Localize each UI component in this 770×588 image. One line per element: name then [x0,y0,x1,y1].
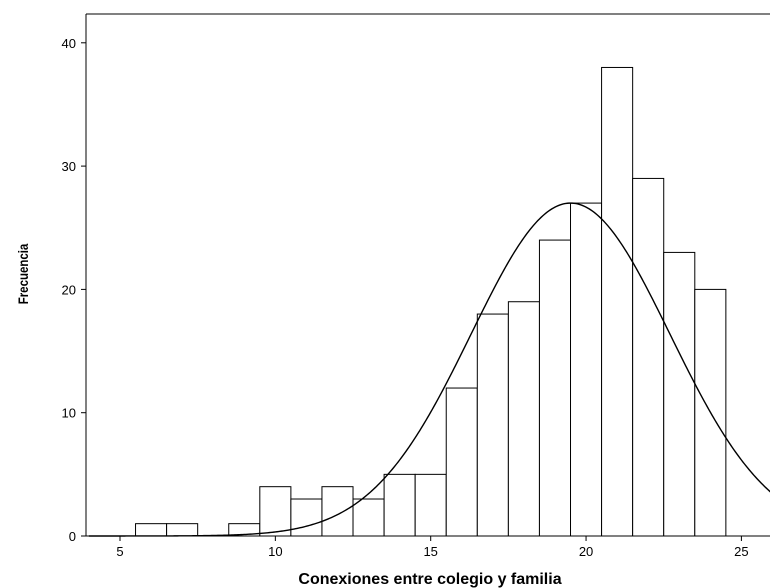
y-axis-label: Frecuencia [15,243,31,304]
x-tick-label: 15 [423,544,437,559]
y-tick-label: 40 [62,36,76,51]
bars-group [135,66,727,537]
histogram-bar [352,498,385,537]
y-tick-label: 20 [62,282,76,297]
y-ticks-group: 0 10 20 30 40 [62,36,86,544]
histogram-bar [135,523,168,537]
x-tick-label: 25 [734,544,748,559]
histogram-bar [414,473,447,537]
histogram-bar [259,486,292,537]
y-tick-label: 10 [62,406,76,421]
histogram-bar [476,313,509,537]
histogram-bar [538,239,572,537]
histogram-bar [632,177,665,537]
histogram-bar [570,202,603,537]
histogram-bar [663,251,696,537]
histogram-bar [507,301,540,537]
histogram-bar [166,523,199,537]
x-tick-label: 5 [116,544,123,559]
x-ticks-group: 5 10 15 20 25 [116,536,749,559]
y-tick-label: 30 [62,159,76,174]
histogram-bar [601,66,634,537]
x-axis-label: Conexiones entre colegio y familia [298,571,561,588]
histogram-bar [321,486,354,537]
x-tick-label: 20 [579,544,593,559]
histogram-bar [445,387,478,537]
histogram-bar [383,473,416,537]
histogram-bar [290,498,323,537]
y-tick-label: 0 [69,529,76,544]
x-tick-label: 10 [268,544,282,559]
